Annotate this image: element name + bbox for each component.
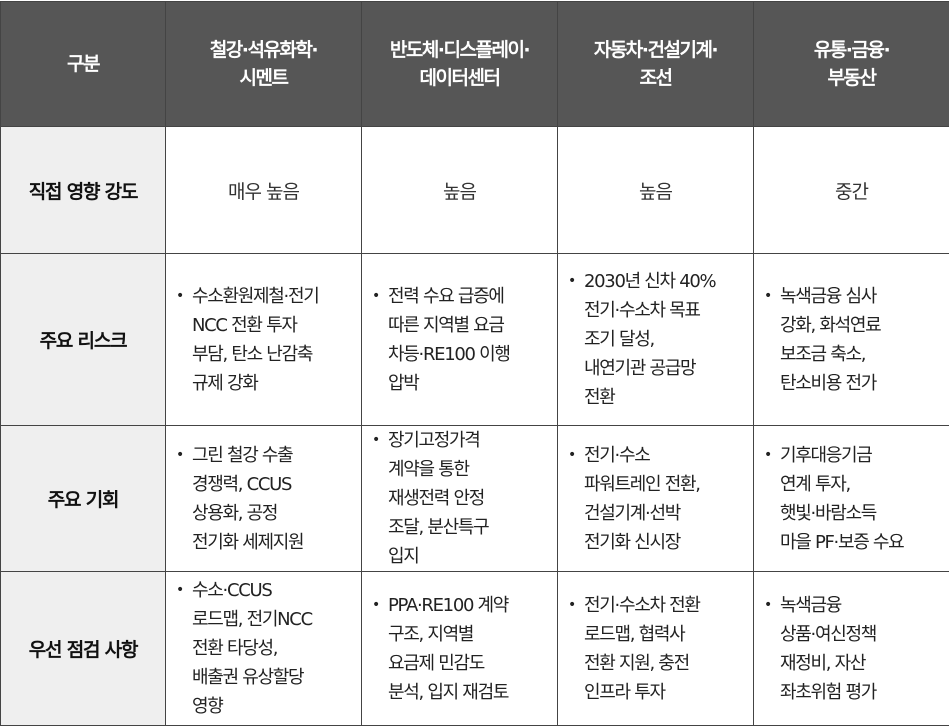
bullet-icon: • (764, 441, 780, 557)
table-cell: 매우 높음 (166, 127, 362, 254)
table-cell: 중간 (754, 127, 949, 254)
bullet-icon: • (764, 282, 780, 398)
header-retail-finance-realestate: 유통·금융· 부동산 (754, 2, 949, 127)
header-semiconductor-display-datacenter: 반도체·디스플레이· 데이터센터 (362, 2, 558, 127)
row-label: 주요 리스크 (1, 254, 166, 426)
bullet-icon: • (764, 591, 780, 707)
table-row-key-risks: 주요 리스크 •수소환원제철·전기 NCC 전환 투자 부담, 탄소 난감축 규… (1, 254, 949, 426)
table-row-impact-intensity: 직접 영향 강도 매우 높음 높음 높음 중간 (1, 127, 949, 254)
table-cell: •전기·수소 파워트레인 전환, 건설기계·선박 전기화 신시장 (558, 426, 754, 572)
table-cell: •2030년 신차 40% 전기·수소차 목표 조기 달성, 내연기관 공급망 … (558, 254, 754, 426)
bullet-icon: • (372, 282, 388, 398)
table-cell: •전력 수요 급증에 따른 지역별 요금 차등·RE100 이행 압박 (362, 254, 558, 426)
row-label: 주요 기회 (1, 426, 166, 572)
table-cell: •수소환원제철·전기 NCC 전환 투자 부담, 탄소 난감축 규제 강화 (166, 254, 362, 426)
bullet-icon: • (372, 591, 388, 707)
table-cell: •전기·수소차 전환 로드맵, 협력사 전환 지원, 충전 인프라 투자 (558, 572, 754, 726)
row-label: 직접 영향 강도 (1, 127, 166, 254)
header-row: 구분 철강·석유화학· 시멘트 반도체·디스플레이· 데이터센터 자동차·건설기… (1, 2, 949, 127)
header-auto-construction-shipbuilding: 자동차·건설기계· 조선 (558, 2, 754, 127)
table-row-priority-checks: 우선 점검 사항 •수소·CCUS 로드맵, 전기NCC 전환 타당성, 배출권… (1, 572, 949, 726)
bullet-icon: • (176, 441, 192, 557)
table-row-key-opportunities: 주요 기회 •그린 철강 수출 경쟁력, CCUS 상용화, 공정 전기화 세제… (1, 426, 949, 572)
bullet-icon: • (568, 441, 584, 557)
header-steel-petrochem-cement: 철강·석유화학· 시멘트 (166, 2, 362, 127)
table-cell: •PPA·RE100 계약 구조, 지역별 요금제 민감도 분석, 입지 재검토 (362, 572, 558, 726)
table-cell: •녹색금융 심사 강화, 화석연료 보조금 축소, 탄소비용 전가 (754, 254, 949, 426)
table-cell: •녹색금융 상품·여신정책 재정비, 자산 좌초위험 평가 (754, 572, 949, 726)
table-cell: •장기고정가격 계약을 통한 재생전력 안정 조달, 분산특구 입지 (362, 426, 558, 572)
table-cell: 높음 (362, 127, 558, 254)
table-cell: •기후대응기금 연계 투자, 햇빛·바람소득 마을 PF·보증 수요 (754, 426, 949, 572)
table-cell: •그린 철강 수출 경쟁력, CCUS 상용화, 공정 전기화 세제지원 (166, 426, 362, 572)
row-label: 우선 점검 사항 (1, 572, 166, 726)
bullet-icon: • (176, 282, 192, 398)
bullet-icon: • (568, 267, 584, 412)
bullet-icon: • (176, 576, 192, 721)
table-cell: •수소·CCUS 로드맵, 전기NCC 전환 타당성, 배출권 유상할당 영향 (166, 572, 362, 726)
bullet-icon: • (372, 426, 388, 571)
bullet-icon: • (568, 591, 584, 707)
table-cell: 높음 (558, 127, 754, 254)
header-category: 구분 (1, 2, 166, 127)
